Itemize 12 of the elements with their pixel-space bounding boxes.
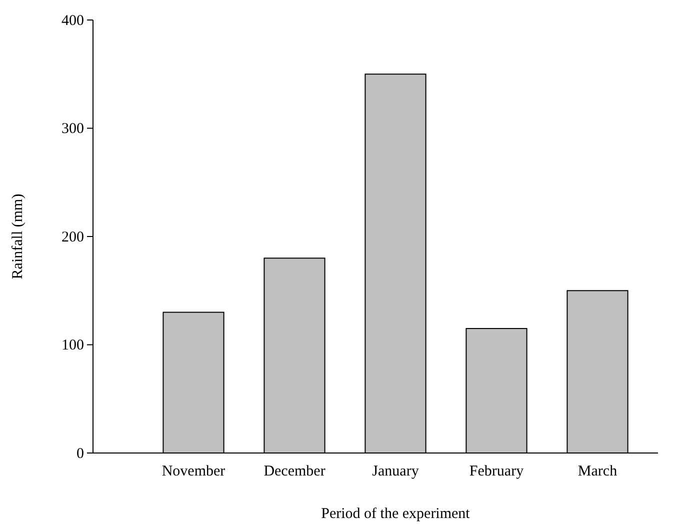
x-tick-label: December bbox=[264, 464, 326, 480]
y-tick-label: 0 bbox=[76, 446, 84, 462]
x-tick-label: February bbox=[469, 464, 524, 480]
y-tick-label: 400 bbox=[62, 12, 84, 29]
x-axis-title: Period of the experiment bbox=[321, 506, 471, 522]
y-tick-label: 200 bbox=[62, 229, 84, 246]
x-tick-label: November bbox=[162, 464, 226, 480]
y-tick-label: 100 bbox=[62, 338, 84, 354]
x-tick-label: January bbox=[372, 464, 420, 480]
y-tick-label: 300 bbox=[62, 121, 84, 138]
y-axis-title: Rainfall (mm) bbox=[10, 194, 26, 280]
x-tick-label: March bbox=[578, 464, 618, 480]
